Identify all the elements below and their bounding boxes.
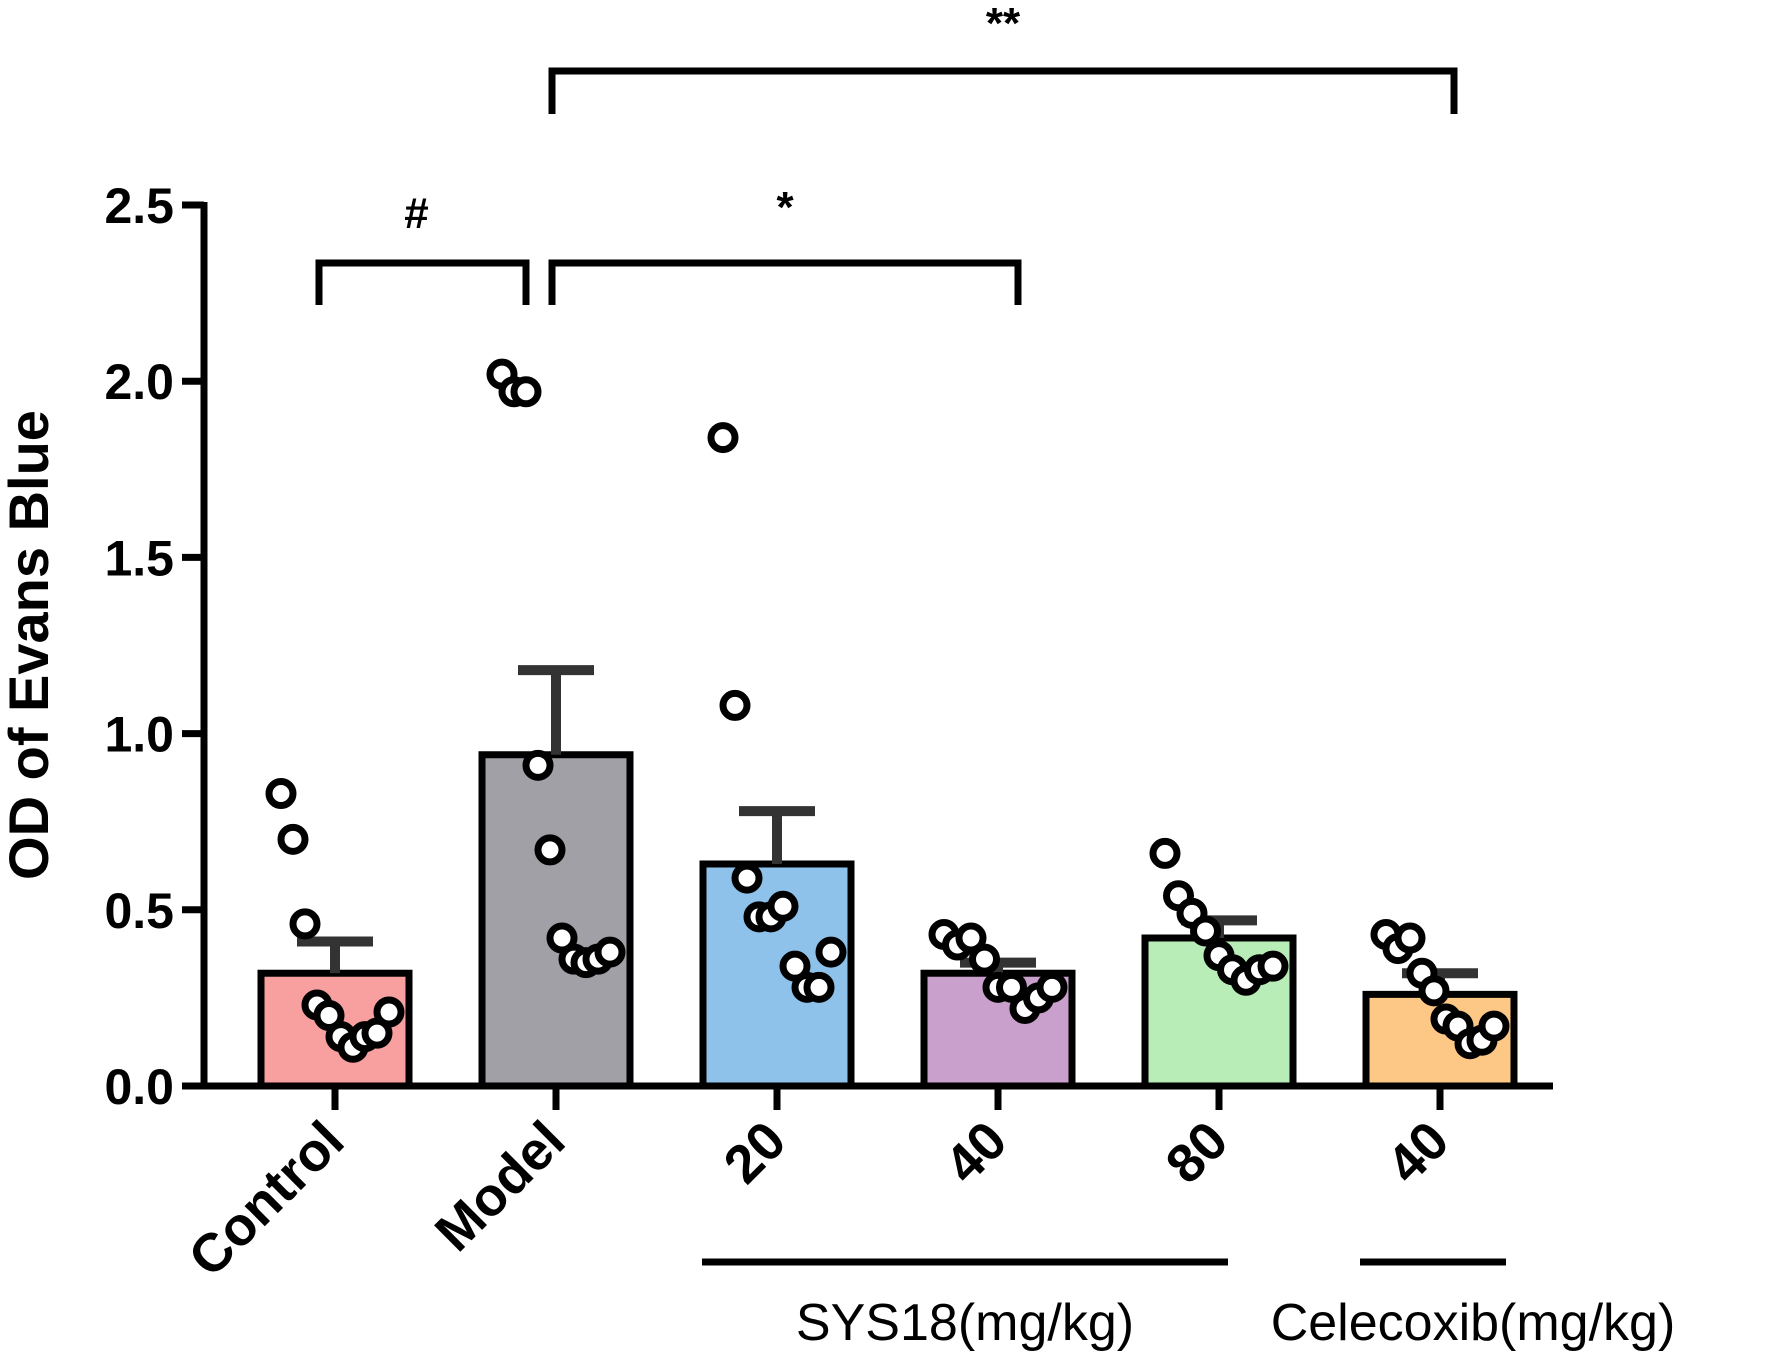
data-point-1-3 bbox=[522, 749, 554, 781]
y-tick-label-3: 1.5 bbox=[104, 530, 174, 586]
y-tick-label-2: 1.0 bbox=[104, 707, 174, 763]
data-point-1-4 bbox=[534, 834, 566, 866]
data-point-1-9 bbox=[594, 936, 626, 968]
y-axis-title: OD of Evans Blue bbox=[0, 410, 60, 880]
x-tick-label-5: 40 bbox=[1376, 1110, 1461, 1195]
data-point-4-8 bbox=[1257, 950, 1289, 982]
data-point-0-1 bbox=[277, 823, 309, 855]
bars-layer bbox=[257, 751, 1518, 1090]
data-point-2-8 bbox=[803, 971, 835, 1003]
data-point-3-8 bbox=[1036, 971, 1068, 1003]
y-tick-label-5: 2.5 bbox=[104, 178, 174, 234]
labels-layer: 0.0 0.5 1.0 1.5 2.0 2.5 Control Model 20 40 80 40 SY… bbox=[104, 178, 1675, 1352]
data-point-3-3 bbox=[969, 943, 1000, 975]
data-point-2-9 bbox=[815, 936, 847, 968]
x-tick-label-2: 20 bbox=[713, 1110, 798, 1195]
bar-1 bbox=[478, 751, 634, 1090]
y-tick-label-1: 0.5 bbox=[104, 883, 174, 939]
data-point-5-2 bbox=[1394, 922, 1426, 954]
significance-bracket-0 bbox=[315, 259, 530, 305]
significance-layer: # *** bbox=[315, 0, 1458, 305]
axes-layer bbox=[182, 201, 1553, 1110]
significance-label-1: * bbox=[776, 183, 794, 232]
data-point-2-0 bbox=[707, 422, 739, 454]
data-point-2-1 bbox=[719, 689, 751, 721]
data-point-0-0 bbox=[265, 778, 297, 810]
significance-label-0: # bbox=[404, 189, 428, 238]
data-point-0-9 bbox=[373, 996, 405, 1028]
y-tick-label-0: 0.0 bbox=[104, 1059, 174, 1115]
significance-bracket-1 bbox=[548, 259, 1022, 305]
points-layer bbox=[265, 358, 1510, 1063]
x-tick-label-4: 80 bbox=[1155, 1110, 1240, 1195]
data-point-1-2 bbox=[510, 376, 542, 408]
x-tick-label-1: Model bbox=[424, 1110, 577, 1263]
x-tick-label-3: 40 bbox=[934, 1110, 1019, 1195]
data-point-4-0 bbox=[1149, 837, 1181, 869]
data-point-4-3 bbox=[1190, 915, 1221, 947]
error-bars-layer bbox=[297, 665, 1478, 995]
group-label-0: SYS18(mg/kg) bbox=[796, 1294, 1134, 1352]
significance-bracket-2 bbox=[548, 67, 1458, 114]
data-point-3-2 bbox=[955, 922, 987, 954]
data-point-5-9 bbox=[1478, 1010, 1510, 1042]
significance-label-2: ** bbox=[986, 0, 1021, 48]
y-tick-label-4: 2.0 bbox=[104, 354, 174, 410]
data-point-0-2 bbox=[289, 908, 321, 940]
group-label-1: Celecoxib(mg/kg) bbox=[1271, 1294, 1676, 1352]
x-tick-label-0: Control bbox=[177, 1110, 355, 1288]
data-point-2-5 bbox=[767, 890, 799, 922]
data-point-3-5 bbox=[996, 971, 1027, 1003]
data-point-5-4 bbox=[1418, 975, 1450, 1007]
data-point-2-2 bbox=[731, 862, 763, 894]
